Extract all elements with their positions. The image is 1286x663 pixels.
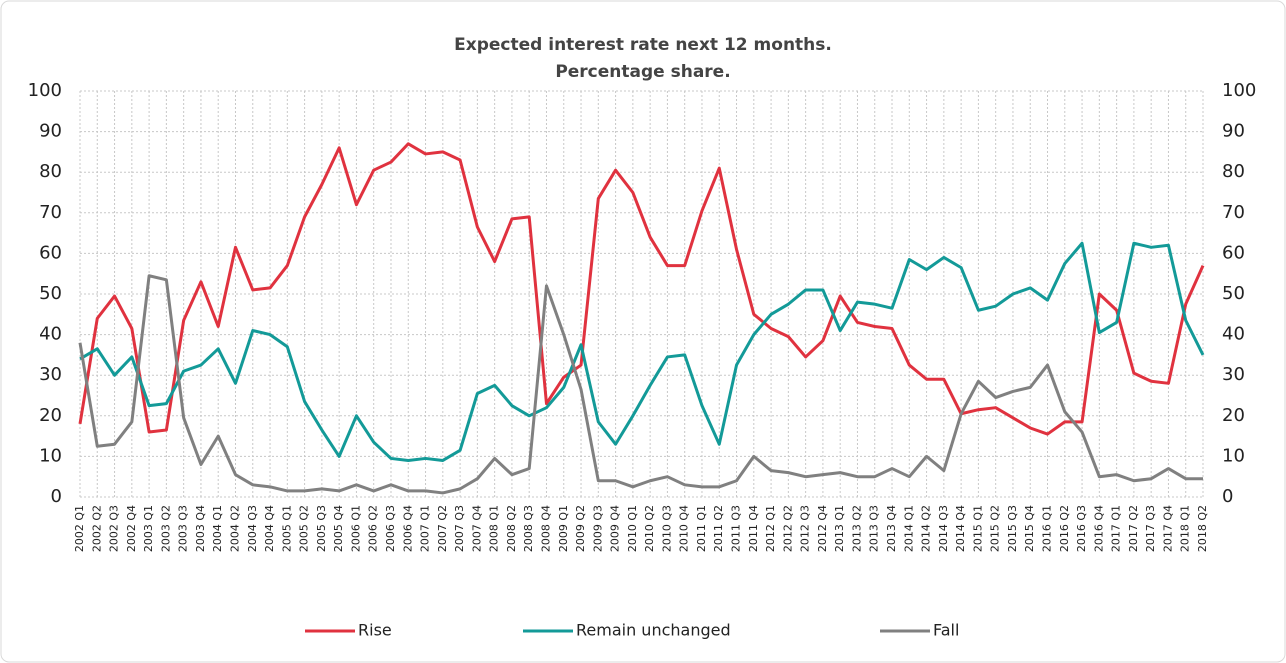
y-tick-label: 10 — [39, 445, 62, 466]
y2-tick-label: 20 — [1222, 405, 1245, 426]
x-tick-label: 2011 Q1 — [695, 505, 708, 552]
y-tick-label: 20 — [39, 405, 62, 426]
y-tick-label: 100 — [28, 80, 62, 101]
x-tick-label: 2014 Q4 — [954, 505, 967, 552]
x-tick-label: 2010 Q4 — [678, 505, 691, 552]
x-tick-label: 2011 Q4 — [747, 505, 760, 552]
x-tick-label: 2006 Q1 — [349, 505, 362, 552]
x-tick-label: 2009 Q3 — [591, 505, 604, 552]
y-tick-label: 80 — [39, 161, 62, 182]
y2-tick-label: 70 — [1222, 202, 1245, 223]
x-tick-label: 2014 Q2 — [920, 505, 933, 552]
x-tick-label: 2017 Q3 — [1144, 505, 1157, 552]
x-tick-label: 2012 Q4 — [816, 505, 829, 552]
y2-tick-label: 100 — [1222, 80, 1256, 101]
x-tick-label: 2016 Q2 — [1058, 505, 1071, 552]
y-tick-label: 90 — [39, 121, 62, 142]
legend-label: Rise — [358, 621, 392, 640]
x-tick-label: 2012 Q1 — [764, 505, 777, 552]
series-line — [79, 241, 1205, 462]
x-tick-label: 2009 Q2 — [574, 505, 587, 552]
x-tick-label: 2003 Q3 — [177, 505, 190, 552]
x-tick-label: 2018 Q1 — [1179, 505, 1192, 552]
y2-tick-label: 50 — [1222, 283, 1245, 304]
x-tick-label: 2010 Q3 — [660, 505, 673, 552]
series-line — [78, 142, 1205, 436]
x-tick-label: 2008 Q3 — [522, 505, 535, 552]
x-tick-label: 2007 Q1 — [419, 505, 432, 552]
x-tick-label: 2007 Q3 — [453, 505, 466, 552]
x-tick-label: 2015 Q3 — [1006, 505, 1019, 552]
y-tick-label: 60 — [39, 242, 62, 263]
x-tick-label: 2003 Q1 — [142, 505, 155, 552]
x-tick-label: 2005 Q2 — [298, 505, 311, 552]
x-tick-label: 2003 Q4 — [194, 505, 207, 552]
y2-tick-label: 40 — [1222, 324, 1245, 345]
x-tick-label: 2015 Q4 — [1023, 505, 1036, 552]
x-tick-label: 2002 Q1 — [73, 505, 86, 552]
x-tick-label: 2010 Q1 — [626, 505, 639, 552]
x-tick-label: 2007 Q4 — [470, 505, 483, 552]
x-tick-label: 2006 Q4 — [401, 505, 414, 552]
x-tick-label: 2011 Q3 — [730, 505, 743, 552]
x-tick-label: 2017 Q4 — [1161, 505, 1174, 552]
y2-tick-label: 0 — [1222, 486, 1233, 507]
x-tick-label: 2011 Q2 — [712, 505, 725, 552]
x-tick-label: 2005 Q3 — [315, 505, 328, 552]
x-tick-label: 2002 Q2 — [90, 505, 103, 552]
x-tick-label: 2009 Q4 — [609, 505, 622, 552]
y-tick-label: 30 — [39, 364, 62, 385]
y2-tick-label: 60 — [1222, 242, 1245, 263]
x-tick-label: 2014 Q3 — [937, 505, 950, 552]
series-line — [78, 274, 1203, 495]
x-tick-label: 2002 Q3 — [108, 505, 121, 552]
x-tick-label: 2003 Q2 — [159, 505, 172, 552]
x-tick-label: 2012 Q3 — [799, 505, 812, 552]
y-tick-label: 0 — [51, 486, 62, 507]
x-tick-label: 2013 Q2 — [850, 505, 863, 552]
x-tick-label: 2014 Q1 — [902, 505, 915, 552]
legend-label: Remain unchanged — [576, 621, 731, 640]
x-tick-label: 2016 Q1 — [1041, 505, 1054, 552]
x-tick-label: 2008 Q4 — [539, 505, 552, 552]
x-tick-label: 2005 Q4 — [332, 505, 345, 552]
x-tick-label: 2017 Q2 — [1127, 505, 1140, 552]
y2-tick-label: 10 — [1222, 445, 1245, 466]
x-tick-label: 2017 Q1 — [1110, 505, 1123, 552]
chart-title: Expected interest rate next 12 months. — [454, 35, 832, 55]
y-tick-label: 40 — [39, 324, 62, 345]
y-tick-label: 70 — [39, 202, 62, 223]
x-tick-label: 2012 Q2 — [781, 505, 794, 552]
y2-tick-label: 90 — [1222, 121, 1245, 142]
legend-label: Fall — [933, 621, 959, 640]
x-tick-label: 2009 Q1 — [557, 505, 570, 552]
x-tick-label: 2008 Q1 — [488, 505, 501, 552]
x-tick-label: 2013 Q4 — [885, 505, 898, 552]
x-tick-label: 2004 Q2 — [228, 505, 241, 552]
x-tick-label: 2006 Q2 — [367, 505, 380, 552]
chart-subtitle: Percentage share. — [555, 62, 730, 82]
x-tick-label: 2004 Q1 — [211, 505, 224, 552]
x-tick-label: 2013 Q3 — [868, 505, 881, 552]
x-tick-label: 2007 Q2 — [436, 505, 449, 552]
x-tick-label: 2016 Q3 — [1075, 505, 1088, 552]
y2-tick-label: 80 — [1222, 161, 1245, 182]
x-tick-label: 2016 Q4 — [1092, 505, 1105, 552]
x-tick-label: 2018 Q2 — [1196, 505, 1209, 552]
x-tick-label: 2004 Q3 — [246, 505, 259, 552]
x-tick-label: 2002 Q4 — [125, 505, 138, 552]
x-tick-label: 2006 Q3 — [384, 505, 397, 552]
x-tick-label: 2010 Q2 — [643, 505, 656, 552]
x-tick-label: 2004 Q4 — [263, 505, 276, 552]
x-tick-label: 2005 Q1 — [280, 505, 293, 552]
x-tick-label: 2015 Q2 — [989, 505, 1002, 552]
x-tick-label: 2015 Q1 — [971, 505, 984, 552]
y2-tick-label: 30 — [1222, 364, 1245, 385]
x-tick-label: 2008 Q2 — [505, 505, 518, 552]
y-tick-label: 50 — [39, 283, 62, 304]
x-tick-label: 2013 Q1 — [833, 505, 846, 552]
